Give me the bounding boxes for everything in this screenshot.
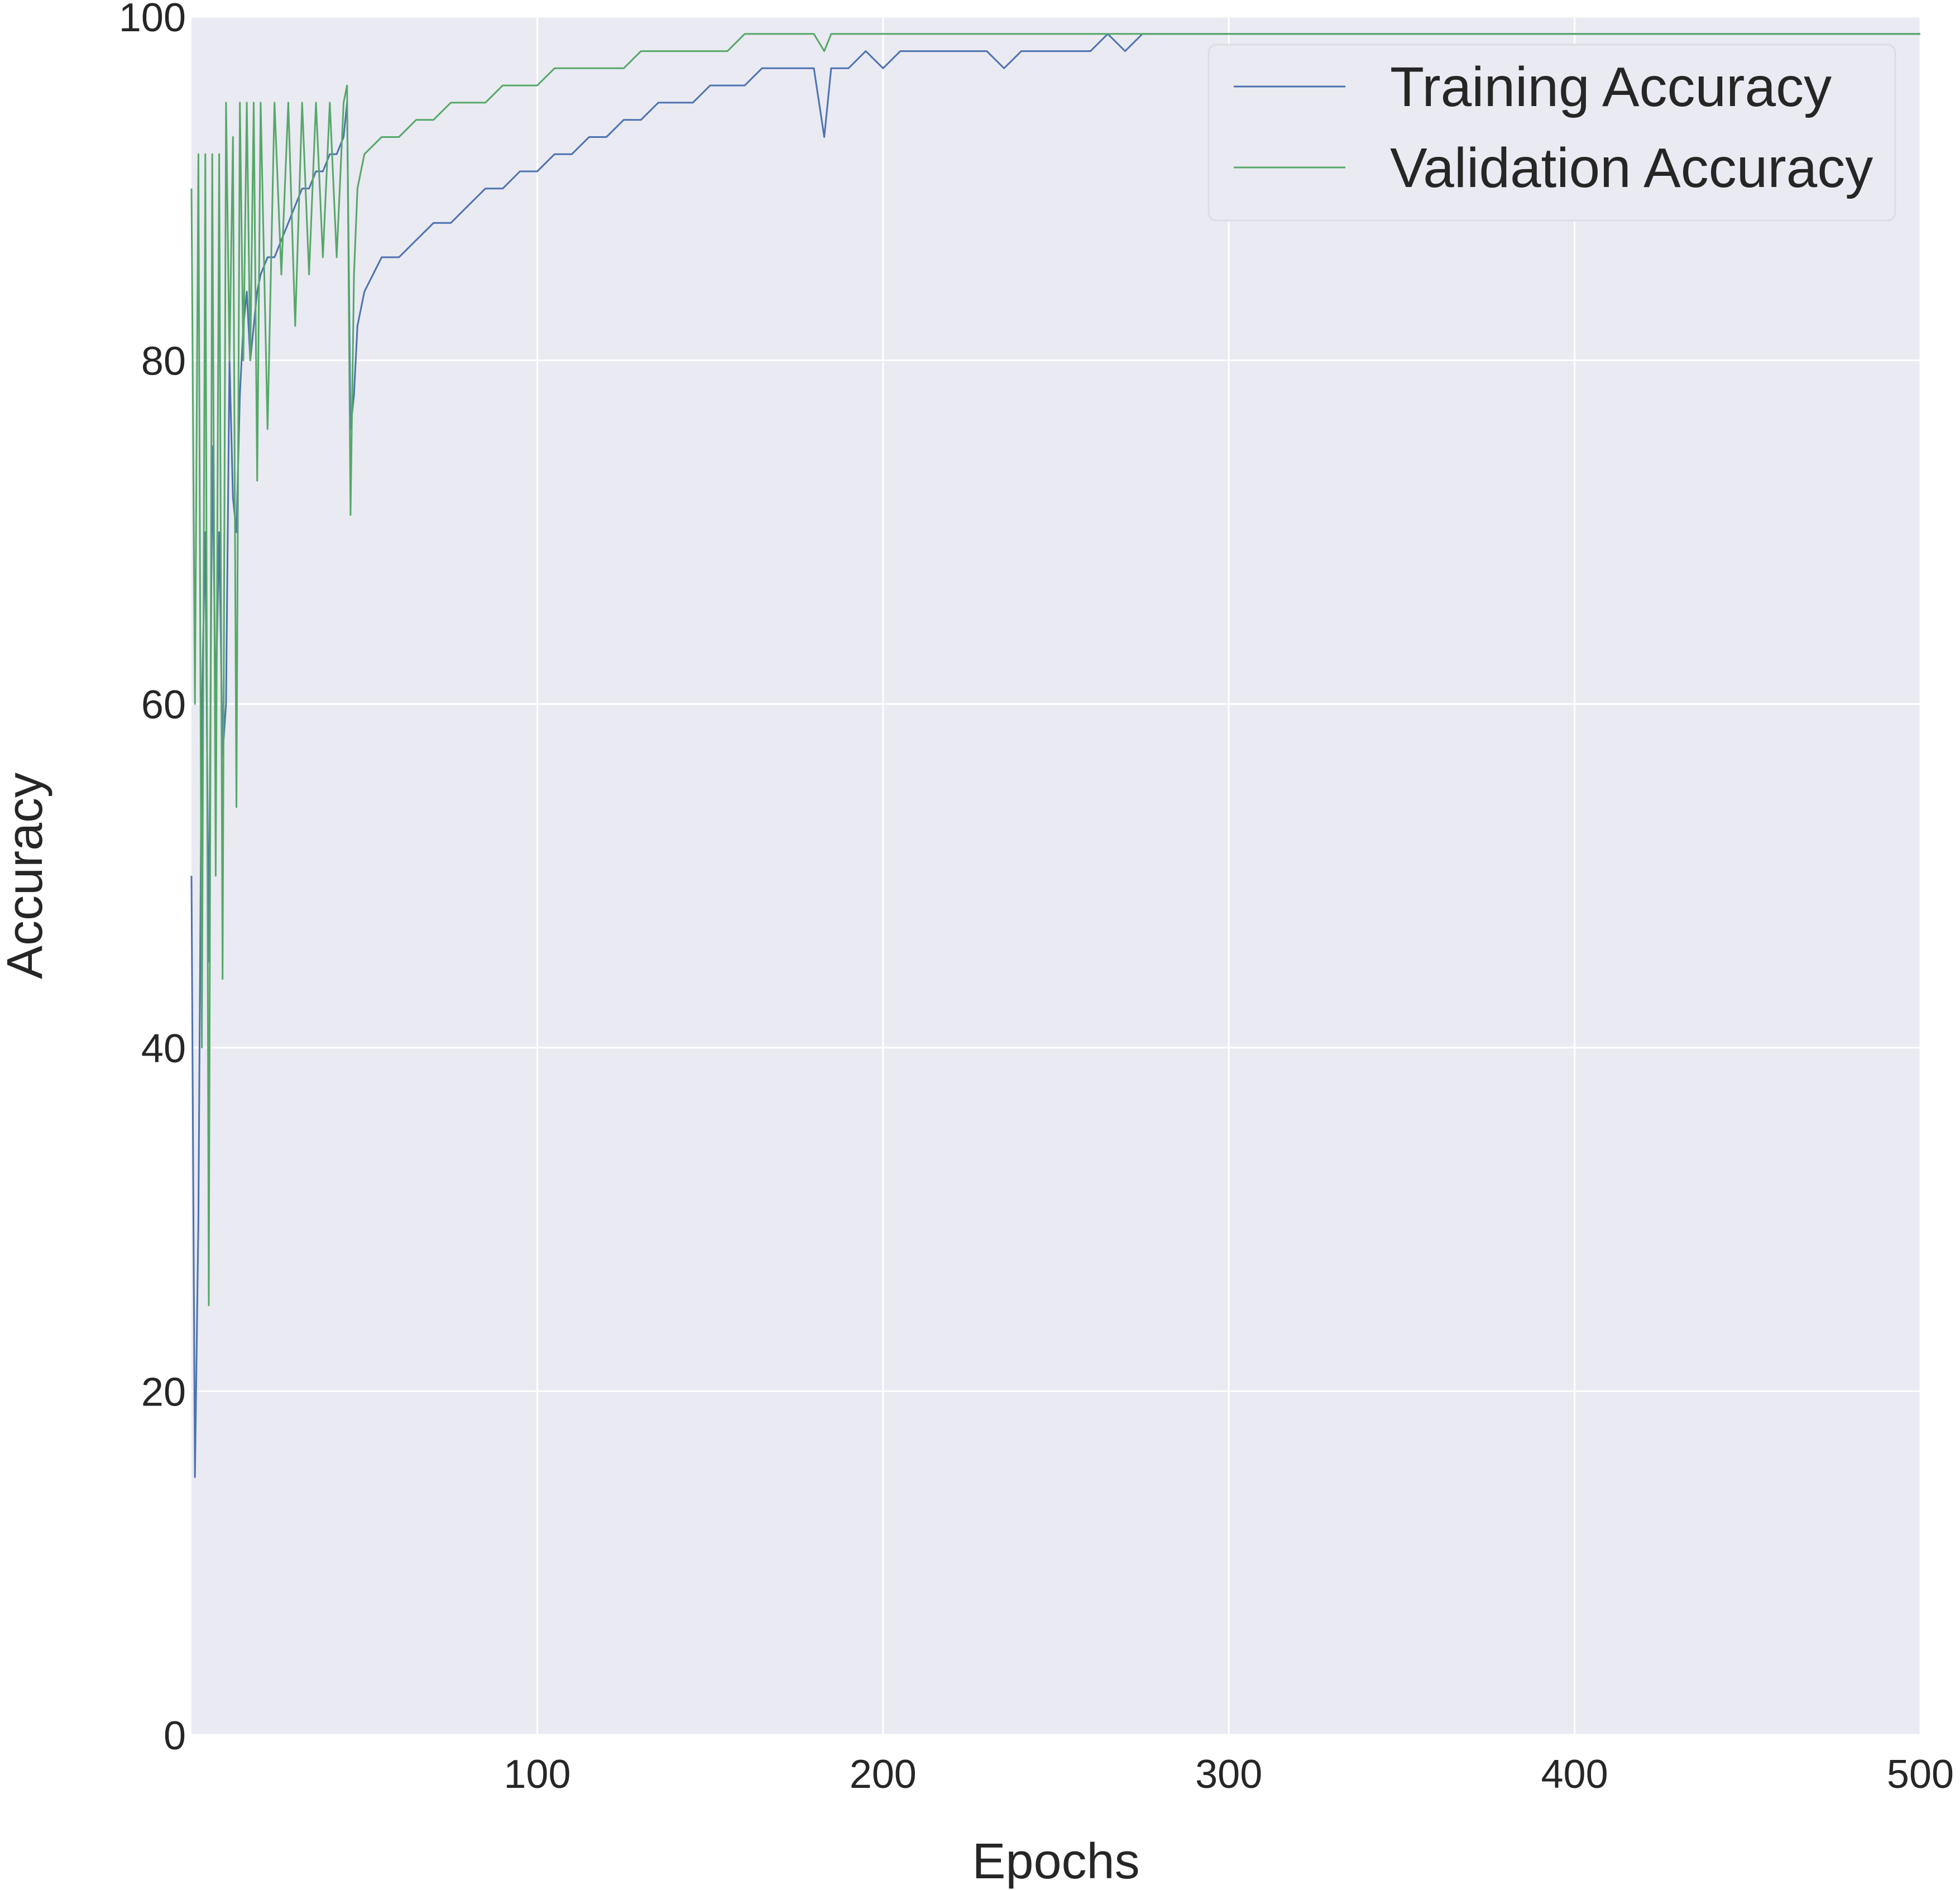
legend-box — [1207, 44, 1896, 222]
series-line-validation — [190, 33, 1920, 1306]
plot-area — [191, 17, 1920, 1735]
grid-lines — [191, 16, 1921, 1736]
x-axis-title: Epochs — [972, 1834, 1139, 1889]
legend-label-validation: Validation Accuracy — [1390, 137, 1873, 199]
legend: Training Accuracy Validation Accuracy — [1207, 44, 1896, 222]
x-tick-label: 200 — [850, 1752, 917, 1797]
series-lines — [190, 33, 1920, 1478]
y-tick-label: 60 — [141, 683, 186, 727]
x-tick-label: 100 — [504, 1752, 571, 1797]
y-tick-label: 80 — [141, 339, 186, 384]
y-tick-label: 40 — [141, 1026, 186, 1071]
x-tick-label: 400 — [1541, 1752, 1608, 1797]
y-tick-label: 20 — [141, 1370, 186, 1414]
legend-label-training: Training Accuracy — [1390, 56, 1832, 118]
x-tick-label: 500 — [1887, 1752, 1954, 1797]
y-tick-label: 0 — [164, 1714, 186, 1758]
y-axis-title: Accuracy — [0, 773, 53, 979]
y-tick-label: 100 — [119, 0, 186, 40]
x-tick-label: 300 — [1195, 1752, 1262, 1797]
tick-labels: 100 200 300 400 500 0 20 40 60 80 100 — [119, 0, 1954, 1797]
